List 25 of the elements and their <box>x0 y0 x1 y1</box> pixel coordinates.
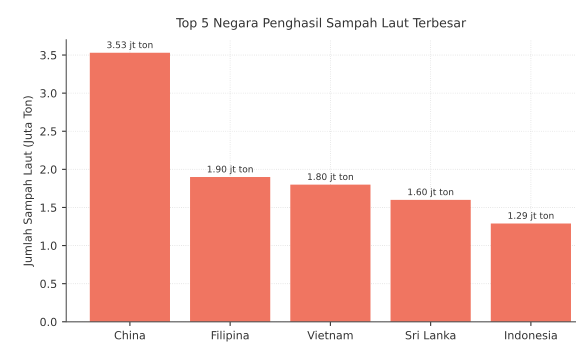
y-tick-label: 3.5 <box>40 51 56 60</box>
x-tick-label: Vietnam <box>307 330 353 340</box>
y-axis-title: Jumlah Sampah Laut (Juta Ton) <box>23 96 34 267</box>
y-tick-label: 0.0 <box>40 318 56 326</box>
y-tick-label: 2.0 <box>40 165 56 174</box>
bar <box>290 184 370 322</box>
y-tick-label: 1.5 <box>40 204 56 212</box>
y-tick-label: 3.0 <box>40 89 56 98</box>
x-tick-label: Sri Lanka <box>406 330 456 340</box>
bar <box>190 176 270 322</box>
data-label: 3.53 jt ton <box>107 41 152 50</box>
chart-title: Top 5 Negara Penghasil Sampah Laut Terbesar <box>176 18 466 30</box>
y-tick-label: 2.5 <box>40 127 56 136</box>
bar <box>390 200 471 322</box>
data-label: 1.90 jt ton <box>208 165 253 174</box>
y-tick-label: 1.0 <box>40 242 56 250</box>
x-tick-label: Indonesia <box>505 330 557 340</box>
bar <box>490 223 571 322</box>
data-label: 1.60 jt ton <box>408 188 454 198</box>
x-tick-label: Filipina <box>212 330 249 342</box>
data-label: 1.80 jt ton <box>308 173 353 182</box>
bar <box>90 52 170 322</box>
data-label: 1.29 jt ton <box>508 212 554 221</box>
x-tick-label: China <box>114 330 145 340</box>
y-tick-label: 0.5 <box>40 280 56 288</box>
